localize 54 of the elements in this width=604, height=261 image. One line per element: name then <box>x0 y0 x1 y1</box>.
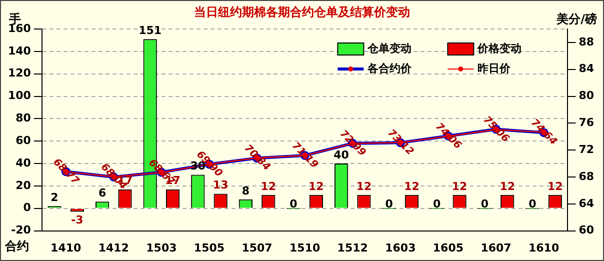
y2-axis-title: 美分/磅 <box>556 12 597 26</box>
legend-label: 价格变动 <box>476 42 522 55</box>
y-tick-label: 0 <box>23 201 32 214</box>
data-label: 2 <box>50 190 58 204</box>
data-label: 6 <box>98 186 106 200</box>
x-tick-label: 1507 <box>242 241 272 254</box>
y2-tick-label: 72 <box>578 142 594 156</box>
chart-title: 当日纽约期棉各期合约仓单及结算价变动 <box>194 5 410 20</box>
y-tick-label: -20 <box>11 224 32 237</box>
x-tick-label: 1512 <box>337 241 368 254</box>
data-label: 12 <box>260 180 276 193</box>
data-label: -3 <box>71 214 84 227</box>
y-tick-label: 80 <box>16 112 32 125</box>
x-tick-label: 1510 <box>290 241 320 254</box>
x-tick-label: 1610 <box>528 241 560 254</box>
y2-tick-label: 84 <box>578 62 594 76</box>
x-tick-label: 1605 <box>432 241 464 254</box>
data-label: 0 <box>385 198 394 211</box>
data-label: 12 <box>452 180 468 193</box>
data-label: 0 <box>290 198 298 211</box>
legend-label: 仓单变动 <box>366 42 412 55</box>
data-label: 13 <box>212 178 228 192</box>
legend-label: 各合约价 <box>366 62 413 75</box>
y-tick-label: 20 <box>16 178 32 192</box>
x-axis-title: 合约 <box>4 239 29 254</box>
data-label: 151 <box>138 24 162 37</box>
data-label: 12 <box>308 180 324 193</box>
y-tick-label: 140 <box>8 44 32 58</box>
data-label: 12 <box>547 180 563 193</box>
y-tick-label: 100 <box>8 89 32 102</box>
y-axis-title: 手 <box>8 12 21 26</box>
data-label: 8 <box>242 184 250 198</box>
legend-label: 昨日价 <box>478 62 512 75</box>
x-tick-label: 1412 <box>98 241 129 254</box>
x-tick-label: 1603 <box>385 241 416 254</box>
data-label: 0 <box>433 198 442 211</box>
x-tick-label: 1607 <box>480 241 512 254</box>
y2-tick-label: 68 <box>578 170 594 183</box>
data-label: 12 <box>404 180 420 193</box>
y-tick-label: 60 <box>16 134 32 147</box>
y2-tick-label: 88 <box>578 35 594 48</box>
y2-tick-label: 80 <box>578 89 594 102</box>
data-label: 12 <box>500 180 516 193</box>
data-label: 12 <box>356 180 372 193</box>
y2-tick-label: 76 <box>578 116 594 130</box>
x-tick-label: 1410 <box>50 241 82 254</box>
data-label: 0 <box>528 198 537 211</box>
y2-tick-label: 60 <box>578 224 594 237</box>
x-tick-label: 1505 <box>194 241 225 254</box>
y-tick-label: 120 <box>8 66 32 80</box>
y-tick-label: 40 <box>16 156 32 170</box>
data-label: 0 <box>480 198 489 211</box>
y2-tick-label: 64 <box>578 196 594 210</box>
x-tick-label: 1503 <box>146 241 177 254</box>
